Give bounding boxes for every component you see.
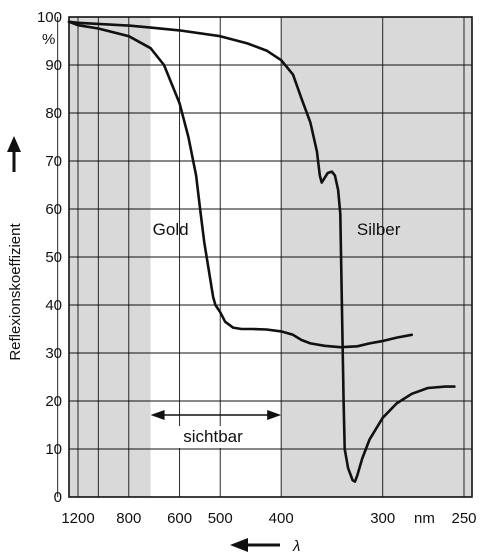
x-unit-label: nm	[414, 510, 435, 527]
y-tick-label: 20	[45, 393, 62, 410]
y-unit-label: %	[42, 31, 55, 48]
y-tick-label: 90	[45, 57, 62, 74]
y-tick-label: 100	[37, 9, 62, 26]
y-tick-label: 0	[54, 489, 62, 506]
y-tick-label: 10	[45, 441, 62, 458]
y-tick-label: 70	[45, 153, 62, 170]
x-axis-arrowhead	[230, 538, 248, 552]
series-line-silber	[67, 20, 456, 483]
visible-band-arrowhead-left	[150, 410, 165, 420]
x-axis-title: λ	[292, 538, 300, 555]
series-line-gold	[67, 20, 414, 349]
y-tick-label: 60	[45, 201, 62, 218]
x-tick-label: 800	[116, 510, 141, 527]
x-tick-label: 400	[269, 510, 294, 527]
visible-band-arrowhead-right	[267, 410, 282, 420]
y-axis-title: Reflexionskoeffizient	[7, 223, 24, 361]
curves	[67, 20, 456, 483]
series-label-silber: Silber	[357, 220, 401, 239]
x-tick-label: 250	[451, 510, 476, 527]
plot-frame	[68, 16, 473, 498]
y-axis-arrowhead	[7, 136, 21, 152]
visible-band-label: sichtbar	[183, 427, 243, 446]
x-tick-label: 1200	[61, 510, 94, 527]
visible-band-label-bg	[170, 426, 256, 448]
y-tick-label: 80	[45, 105, 62, 122]
y-tick-label: 50	[45, 249, 62, 266]
grid	[57, 16, 472, 498]
y-tick-label: 30	[45, 345, 62, 362]
x-tick-label: 600	[167, 510, 192, 527]
x-tick-label: 300	[370, 510, 395, 527]
series-label-gold: Gold	[153, 220, 189, 239]
x-tick-label: 500	[208, 510, 233, 527]
y-tick-label: 40	[45, 297, 62, 314]
labels: 1200 800 600 500 400 300 250 0 10 20 30 40 50 60 70 80 9…	[37, 9, 477, 527]
